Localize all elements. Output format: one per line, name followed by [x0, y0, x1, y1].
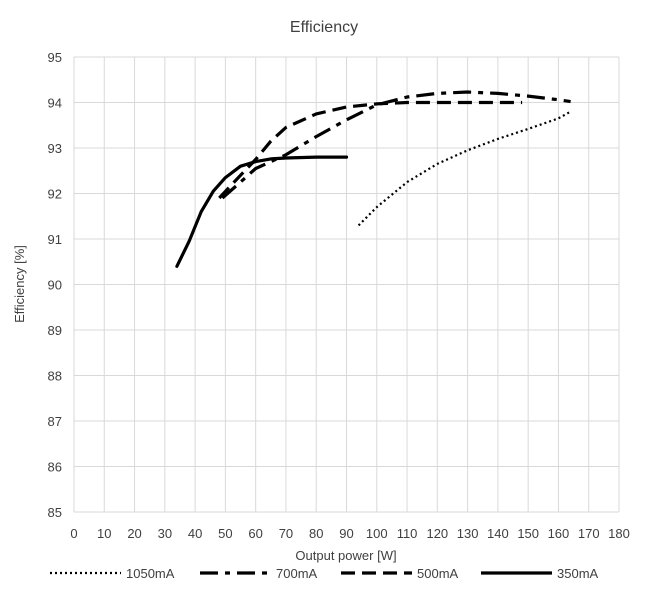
x-tick-label: 100: [366, 526, 388, 541]
x-tick-label: 120: [426, 526, 448, 541]
legend-label-500mA: 500mA: [417, 566, 459, 581]
legend: 1050mA 700mA 500mA 350mA: [50, 566, 599, 581]
legend-label-350mA: 350mA: [557, 566, 599, 581]
legend-label-1050mA: 1050mA: [126, 566, 175, 581]
y-tick-label: 88: [48, 369, 62, 384]
y-tick-label: 90: [48, 278, 62, 293]
x-tick-label: 110: [397, 526, 418, 541]
x-tick-label: 160: [548, 526, 570, 541]
tick-labels: 0 10 20 30 40 50 60 70 80 90 100 110 120 130 140 150 160…: [48, 50, 630, 541]
y-tick-label: 86: [48, 460, 62, 475]
x-tick-label: 40: [188, 526, 202, 541]
x-tick-label: 170: [578, 526, 600, 541]
y-tick-label: 87: [48, 414, 62, 429]
y-tick-label: 93: [48, 141, 62, 156]
x-tick-label: 30: [158, 526, 172, 541]
y-axis-label: Efficiency [%]: [12, 245, 27, 323]
y-tick-label: 92: [48, 187, 62, 202]
legend-label-700mA: 700mA: [276, 566, 318, 581]
y-tick-label: 94: [48, 96, 62, 111]
series-line-350mA: [175, 155, 349, 268]
x-tick-label: 0: [70, 526, 77, 541]
y-tick-label: 89: [48, 323, 62, 338]
x-tick-label: 60: [248, 526, 262, 541]
x-axis-label: Output power [W]: [295, 548, 396, 563]
x-tick-label: 10: [97, 526, 111, 541]
x-tick-label: 180: [608, 526, 630, 541]
y-tick-label: 91: [48, 232, 62, 247]
x-tick-label: 50: [218, 526, 232, 541]
x-tick-label: 80: [309, 526, 323, 541]
y-tick-label: 85: [48, 505, 62, 520]
x-tick-label: 140: [487, 526, 509, 541]
grid-lines: [73, 56, 620, 513]
x-tick-label: 90: [339, 526, 353, 541]
x-tick-label: 20: [127, 526, 141, 541]
series-line-500mA: [218, 100, 523, 200]
chart-title: Efficiency: [290, 19, 358, 36]
x-tick-label: 130: [457, 526, 479, 541]
series-lines: [175, 90, 572, 268]
y-tick-label: 95: [48, 50, 62, 65]
series-line-700mA: [221, 90, 571, 200]
series-line-1050mA: [357, 110, 572, 227]
x-tick-label: 150: [517, 526, 539, 541]
x-tick-label: 70: [279, 526, 293, 541]
